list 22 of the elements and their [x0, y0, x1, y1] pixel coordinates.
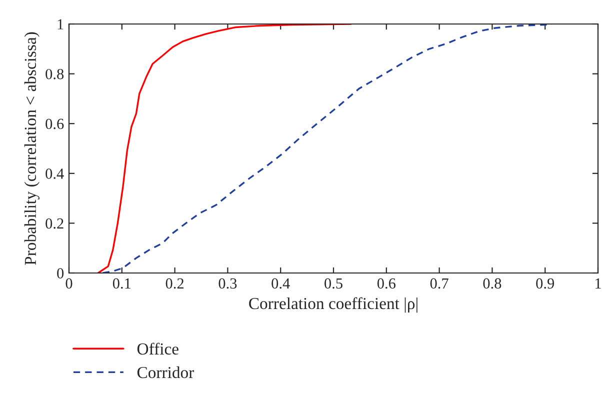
y-tick-label: 1 — [58, 19, 64, 30]
x-axis-title: Correlation coefficient |ρ| — [249, 297, 418, 313]
y-tick-label: 0.6 — [46, 118, 64, 130]
y-axis-title: Probability (correlation < abscissa) — [24, 32, 40, 265]
x-tick-label: 0.3 — [218, 278, 237, 289]
y-tick-label: 0.8 — [46, 68, 64, 80]
x-tick-label: 0.8 — [483, 278, 502, 289]
x-tick-label: 0.7 — [430, 278, 448, 289]
y-tick-label: 0 — [57, 268, 64, 278]
x-tick-label: 0.1 — [112, 278, 131, 289]
x-tick-label: 0 — [66, 278, 72, 289]
x-tick-label: 1 — [596, 278, 601, 288]
line-series — [97, 24, 352, 273]
x-tick-label: 0.9 — [536, 278, 554, 289]
y-tick-label: 0.4 — [46, 168, 64, 179]
y-tick-label: 0.2 — [46, 218, 64, 229]
legend-label: Office — [137, 342, 178, 355]
x-tick-label: 0.2 — [166, 278, 184, 289]
legend-label: Corridor — [137, 366, 194, 378]
x-tick-label: 0.5 — [324, 278, 342, 289]
x-tick-label: 0.6 — [377, 278, 396, 289]
x-tick-label: 0.4 — [272, 278, 290, 289]
